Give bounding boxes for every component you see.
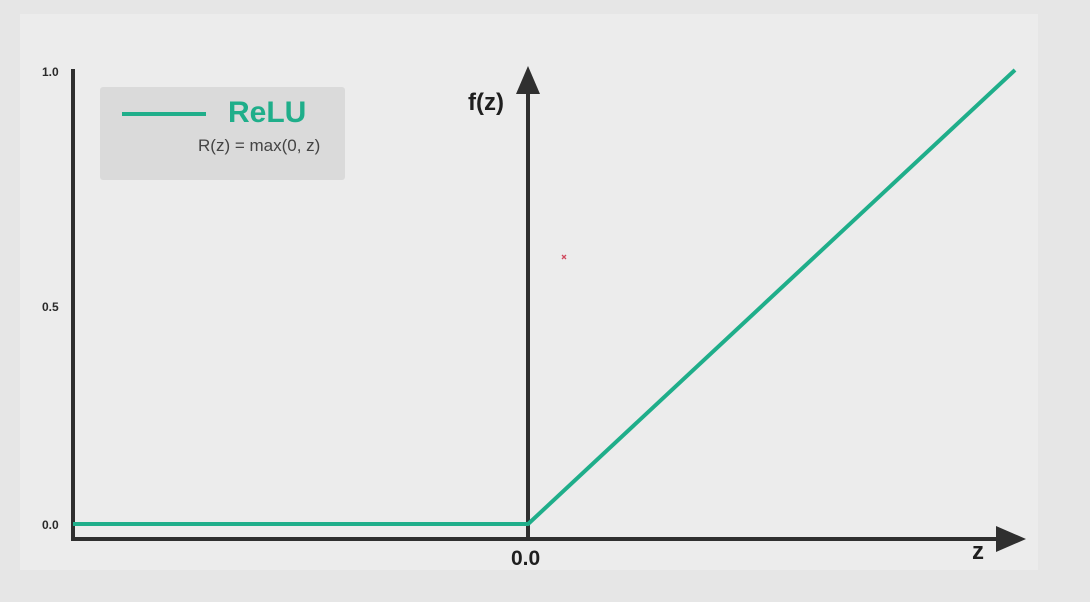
legend: ReLU R(z) = max(0, z) [100, 87, 345, 180]
stray-mark [561, 254, 567, 260]
y-tick-label-2: 1.0 [42, 65, 59, 79]
y-axis-label: f(z) [468, 89, 504, 116]
legend-line-swatch [122, 112, 206, 116]
center-y-axis-arrowhead [516, 66, 540, 94]
x-axis-label: z [972, 538, 984, 565]
y-tick-label-1: 0.5 [42, 300, 59, 314]
x-axis-arrowhead [996, 526, 1026, 552]
x-tick-label-0: 0.0 [511, 547, 540, 570]
legend-formula: R(z) = max(0, z) [198, 136, 321, 155]
legend-title: ReLU [228, 96, 307, 129]
series-relu-line [73, 68, 1017, 526]
y-tick-label-0: 0.0 [42, 518, 59, 532]
